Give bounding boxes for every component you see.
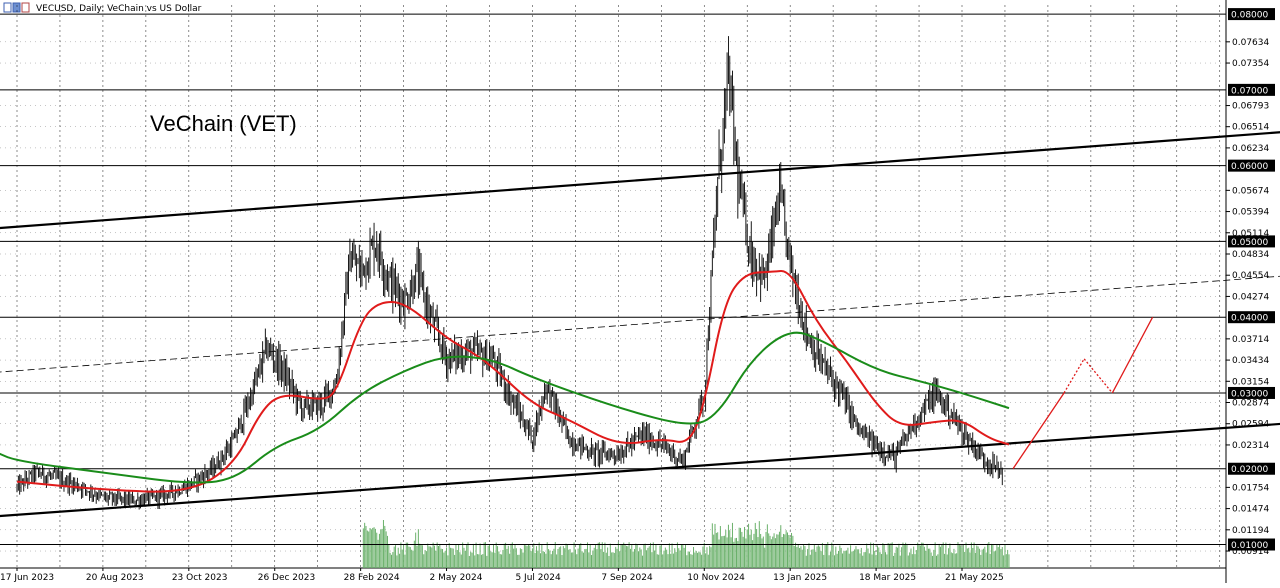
x-tick-label: 21 May 2025 xyxy=(945,573,1004,583)
x-tick-label: 18 Mar 2025 xyxy=(859,573,916,583)
channel-line xyxy=(0,422,1280,518)
level-price-box xyxy=(1228,8,1275,21)
volume-bars xyxy=(362,519,1010,568)
chart-template-icon[interactable] xyxy=(12,2,21,13)
projection-path xyxy=(1012,316,1154,470)
y-tick-label: 0.01474 xyxy=(1232,505,1269,515)
symbol-header: VECUSD, Daily: VeChain vs US Dollar xyxy=(36,4,202,14)
level-price-label: 0.04000 xyxy=(1231,314,1268,324)
y-tick-label: 0.03714 xyxy=(1232,335,1269,345)
x-tick-label: 2 May 2024 xyxy=(430,573,483,583)
projection-segment xyxy=(1063,358,1085,394)
channel-lines xyxy=(0,131,1280,518)
y-tick-label: 0.06793 xyxy=(1232,102,1269,112)
time-axis: 17 Jun 2023 20 Aug 2023 23 Oct 2023 26 Dec … xyxy=(0,568,1004,583)
y-tick-label: 0.02594 xyxy=(1232,420,1269,430)
y-tick-label: 0.01194 xyxy=(1232,526,1269,536)
projection-segment xyxy=(1012,392,1065,470)
x-tick-label: 23 Oct 2023 xyxy=(172,573,228,583)
level-price-box xyxy=(1228,386,1275,399)
y-tick-label: 0.03434 xyxy=(1232,356,1269,366)
x-tick-label: 17 Jun 2023 xyxy=(0,573,54,583)
x-tick-label: 5 Jul 2024 xyxy=(515,573,560,583)
y-tick-label: 0.04274 xyxy=(1232,292,1269,302)
y-tick-label: 0.05394 xyxy=(1232,208,1269,218)
y-tick-label: 0.00914 xyxy=(1232,547,1269,557)
y-tick-label: 0.04554 xyxy=(1232,271,1269,281)
level-price-box xyxy=(1228,159,1275,172)
level-price-label: 0.03000 xyxy=(1231,389,1268,399)
horizontal-levels xyxy=(0,13,1226,546)
level-price-box xyxy=(1228,538,1275,551)
moving-averages xyxy=(0,269,1010,493)
y-tick-label: 0.05674 xyxy=(1232,186,1269,196)
chart-title: VeChain (VET) xyxy=(150,111,297,136)
chart-properties-icon[interactable] xyxy=(21,2,30,13)
level-price-box xyxy=(1228,462,1275,475)
level-price-box xyxy=(1228,235,1275,248)
x-tick-label: 28 Feb 2024 xyxy=(344,573,400,583)
y-tick-label: 0.06514 xyxy=(1232,123,1269,133)
projection-segment xyxy=(1111,316,1154,394)
y-tick-label: 0.07634 xyxy=(1232,38,1269,48)
x-tick-label: 13 Jan 2025 xyxy=(773,573,827,583)
level-price-box xyxy=(1228,83,1275,96)
projection-segment xyxy=(1083,358,1113,394)
toolbar-icons[interactable] xyxy=(3,2,30,13)
level-price-label: 0.05000 xyxy=(1231,238,1268,248)
level-price-label: 0.06000 xyxy=(1231,162,1268,172)
level-price-label: 0.01000 xyxy=(1231,541,1268,551)
level-price-label: 0.07000 xyxy=(1231,86,1268,96)
y-tick-label: 0.02314 xyxy=(1232,441,1269,451)
channel-line xyxy=(0,131,1280,230)
level-price-label: 0.08000 xyxy=(1231,11,1268,21)
x-tick-label: 20 Aug 2023 xyxy=(86,573,144,583)
y-tick-label: 0.02874 xyxy=(1232,399,1269,409)
y-tick-label: 0.07354 xyxy=(1232,59,1269,69)
x-tick-label: 26 Dec 2023 xyxy=(258,573,316,583)
y-tick-label: 0.03154 xyxy=(1232,377,1269,387)
y-tick-label: 0.01754 xyxy=(1232,483,1269,493)
level-price-box xyxy=(1228,311,1275,324)
x-tick-label: 7 Sep 2024 xyxy=(601,573,653,583)
price-axis: 0.07634 0.07354 0.06793 0.06514 0.06234 0.056… xyxy=(1226,8,1275,557)
y-tick-label: 0.06234 xyxy=(1232,144,1269,154)
y-tick-label: 0.05114 xyxy=(1232,229,1269,239)
level-price-label: 0.02000 xyxy=(1231,465,1268,475)
channel-midline xyxy=(0,275,1280,373)
x-tick-label: 10 Nov 2024 xyxy=(687,573,745,583)
moving-average-fast xyxy=(16,269,1010,493)
moving-average-slow xyxy=(0,331,1010,484)
grid xyxy=(0,0,1227,583)
chart-settings-icon[interactable] xyxy=(3,2,12,13)
y-tick-label: 0.04834 xyxy=(1232,250,1269,260)
candles xyxy=(16,36,1003,510)
